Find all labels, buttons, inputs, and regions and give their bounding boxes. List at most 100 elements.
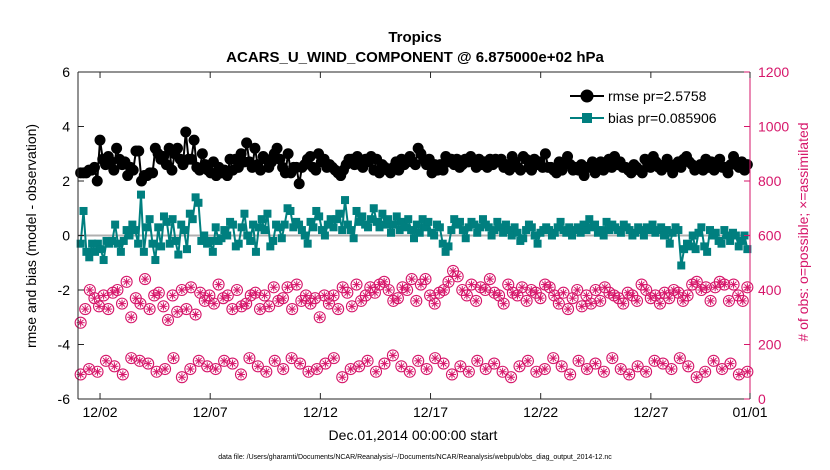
obs-possible-point [336, 371, 349, 384]
obs-assimilated-point [566, 370, 575, 379]
obs-assimilated-point [678, 296, 687, 305]
obs-possible-point [116, 368, 129, 381]
bias-point [180, 226, 189, 235]
obs-possible-point [184, 362, 197, 376]
obs-assimilated-point [683, 291, 692, 300]
bias-point [565, 223, 574, 232]
obs-assimilated-point [605, 288, 614, 297]
bias-point [154, 223, 163, 232]
bias-point [662, 226, 671, 235]
bias-point [657, 223, 666, 232]
obs-assimilated-point [453, 272, 462, 281]
bias-point [315, 212, 324, 221]
bias-point [145, 215, 154, 224]
bias-point [366, 215, 375, 224]
obs-possible-point [285, 352, 298, 365]
obs-assimilated-point [85, 286, 94, 294]
obs-possible-point [462, 365, 475, 378]
obs-possible-point [258, 289, 271, 302]
rmse-point [254, 164, 266, 176]
obs-possible-point [496, 365, 509, 378]
rmse-point [180, 126, 192, 138]
obs-possible-point [575, 300, 588, 313]
obs-assimilated-point [363, 356, 372, 365]
obs-possible-point [74, 316, 87, 329]
obs-possible-point [92, 300, 106, 313]
bias-point [648, 220, 657, 229]
obs-assimilated-point [435, 288, 444, 297]
obs-possible-point [277, 362, 290, 376]
bias-point [424, 217, 433, 226]
obs-assimilated-point [628, 291, 637, 300]
bias-point [220, 226, 229, 235]
bias-point [726, 236, 735, 245]
obs-assimilated-point [321, 359, 330, 368]
obs-assimilated-point [541, 280, 550, 289]
bias-point [82, 247, 91, 256]
obs-assimilated-point [456, 362, 465, 371]
bias-point [326, 215, 335, 224]
rmse-point [437, 164, 449, 176]
y-right-tick-label: 200 [758, 337, 782, 353]
obs-assimilated-point [118, 370, 127, 379]
obs-assimilated-point [582, 291, 591, 300]
obs-assimilated-point [587, 299, 596, 308]
bias-point [550, 228, 559, 237]
obs-possible-point [513, 360, 526, 373]
x-tick-label: 12/22 [523, 404, 558, 420]
bias-point [364, 223, 373, 232]
obs-assimilated-point [306, 299, 315, 308]
obs-assimilated-point [357, 296, 366, 305]
obs-assimilated-point [532, 367, 541, 376]
bias-point [464, 223, 473, 232]
bias-point [490, 226, 499, 235]
bias-point [114, 239, 123, 248]
obs-assimilated-point [577, 302, 586, 311]
bias-point [134, 239, 143, 248]
obs-assimilated-point [99, 291, 108, 300]
bias-point [194, 198, 203, 207]
obs-possible-point [479, 362, 492, 376]
obs-assimilated-point [650, 356, 659, 365]
bias-point [318, 226, 327, 235]
obs-assimilated-point [205, 291, 214, 300]
bias-point [79, 206, 88, 215]
x-tick-label: 12/07 [193, 404, 228, 420]
bias-point [470, 220, 479, 229]
y-right-tick-label: 1000 [758, 119, 789, 135]
obs-assimilated-point [642, 286, 651, 294]
bias-point [631, 228, 640, 237]
obs-assimilated-point [177, 286, 186, 294]
bias-point [119, 236, 128, 245]
bias-point [122, 226, 131, 235]
obs-possible-point [152, 286, 165, 299]
obs-assimilated-point [504, 280, 513, 289]
obs-assimilated-point [393, 294, 402, 303]
obs-assimilated-point [388, 351, 397, 360]
obs-assimilated-point [554, 299, 563, 308]
obs-possible-point [454, 360, 467, 373]
obs-assimilated-point [726, 359, 735, 368]
obs-possible-point [108, 360, 121, 373]
bias-point [473, 228, 482, 237]
obs-assimilated-point [481, 365, 490, 374]
obs-possible-point [741, 281, 754, 294]
bias-point [387, 228, 396, 237]
obs-possible-point [267, 281, 280, 294]
obs-assimilated-point [169, 354, 178, 363]
obs-possible-point [410, 294, 423, 307]
obs-assimilated-point [464, 367, 473, 376]
bias-point [335, 209, 344, 218]
obs-assimilated-point [93, 367, 102, 376]
bias-point [142, 223, 151, 232]
obs-possible-point [419, 273, 432, 286]
bias-point [585, 215, 594, 224]
obs-possible-point [79, 303, 92, 316]
bias-point [188, 215, 197, 224]
obs-possible-point [665, 362, 678, 376]
bias-point [685, 242, 694, 251]
obs-possible-point [115, 297, 129, 310]
legend-marker-bias [582, 113, 592, 123]
obs-possible-point [403, 365, 416, 378]
obs-assimilated-point [559, 288, 568, 297]
